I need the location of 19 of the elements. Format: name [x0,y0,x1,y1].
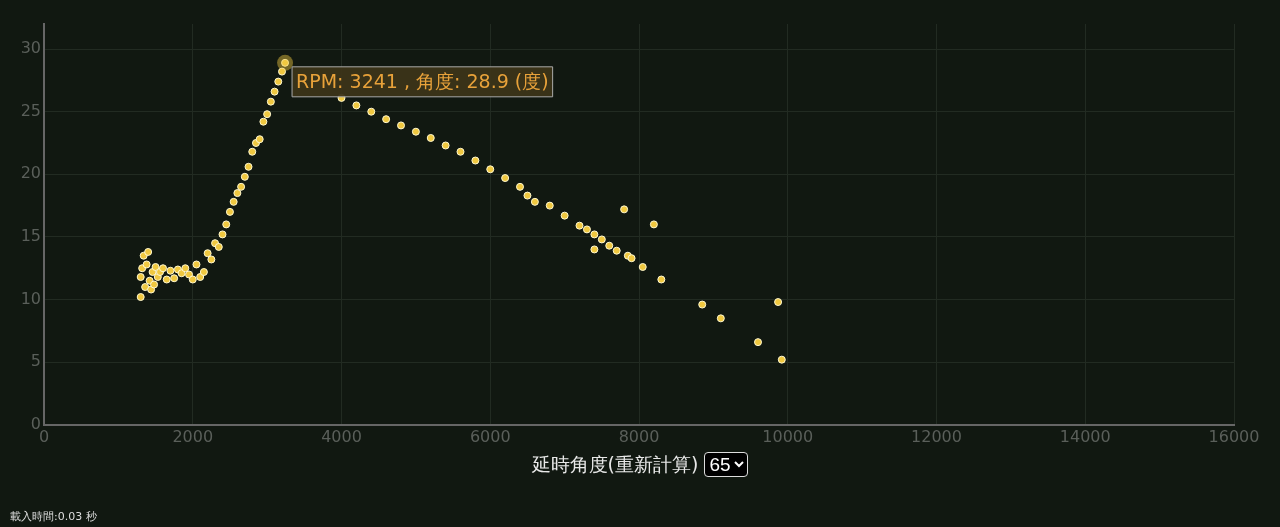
x-tick-label: 2000 [172,426,214,446]
y-tick-label: 5 [30,351,41,371]
x-tick-label: 6000 [469,426,511,446]
x-tick-label: 14000 [1059,426,1111,446]
x-tick-label: 4000 [321,426,362,446]
x-tick-label: 12000 [911,426,962,446]
y-tick-label: 10 [20,288,41,308]
x-tick-label: 16000 [1208,426,1260,446]
annotation: RPM: 3241 , 角度: 28.9 (度) [296,69,549,92]
dropdown: 65 [704,452,749,477]
x-tick-label: 8000 [618,426,660,446]
x-axis-title: 延時角度(重新計算) [531,453,699,475]
y-tick-label: 15 [20,226,41,246]
y-tick-label: 20 [20,163,41,183]
x-tick-label: 10000 [762,426,814,446]
text: 載入時間:0.03 秒 [10,509,97,524]
y-tick-label: 30 [20,38,41,58]
y-tick-label: 0 [30,413,41,433]
y-tick-label: 25 [20,100,41,120]
